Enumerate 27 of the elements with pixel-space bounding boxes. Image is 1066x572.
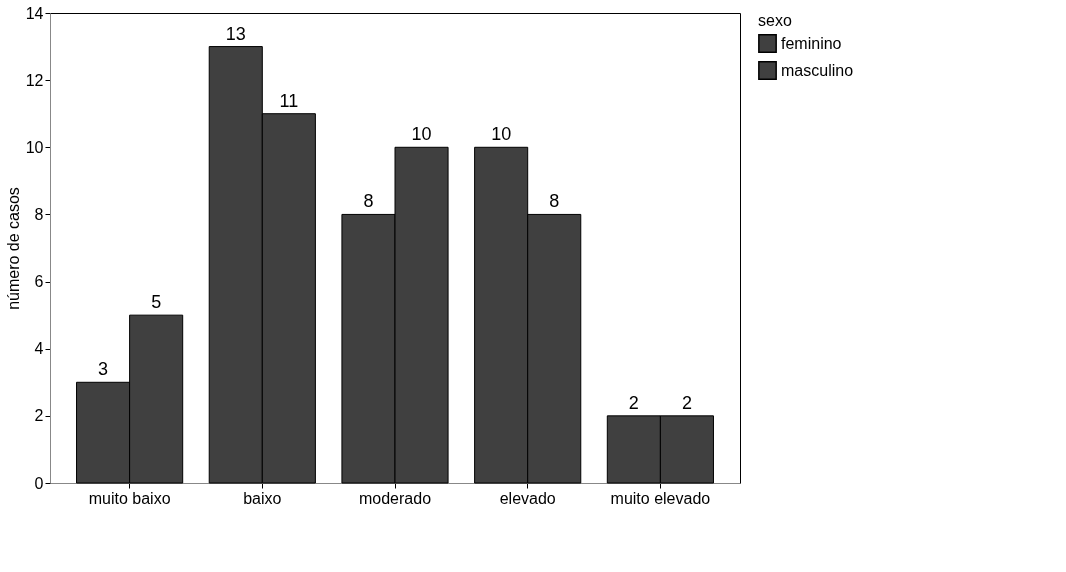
y-tick-label: 10 bbox=[25, 138, 44, 156]
legend-label: feminino bbox=[781, 34, 842, 52]
y-axis-title: número de casos bbox=[4, 187, 22, 310]
data-label: 10 bbox=[411, 124, 432, 145]
x-tick-label: moderado bbox=[358, 489, 432, 507]
data-label: 8 bbox=[363, 191, 374, 212]
data-label: 10 bbox=[491, 124, 512, 145]
y-tick-label: 6 bbox=[34, 273, 44, 291]
y-tick-label: 14 bbox=[25, 4, 44, 22]
data-label: 11 bbox=[279, 90, 299, 111]
data-label: 3 bbox=[98, 359, 109, 380]
legend-label: masculino bbox=[781, 61, 854, 79]
y-tick-label: 2 bbox=[34, 407, 44, 425]
x-tick-label: elevado bbox=[499, 489, 556, 507]
x-tick-label: baixo bbox=[243, 489, 282, 507]
x-tick-label: muito elevado bbox=[610, 489, 711, 507]
data-label: 13 bbox=[225, 23, 246, 44]
data-label: 2 bbox=[628, 392, 639, 413]
y-tick-label: 4 bbox=[34, 340, 44, 358]
x-tick-label: muito baixo bbox=[88, 489, 171, 507]
legend-title: sexo bbox=[758, 12, 792, 29]
data-label: 2 bbox=[681, 392, 692, 413]
data-label: 5 bbox=[151, 292, 162, 313]
y-tick-label: 12 bbox=[25, 71, 44, 89]
y-tick-label: 0 bbox=[34, 474, 44, 492]
data-label: 8 bbox=[549, 191, 560, 212]
y-tick-label: 8 bbox=[34, 205, 44, 223]
